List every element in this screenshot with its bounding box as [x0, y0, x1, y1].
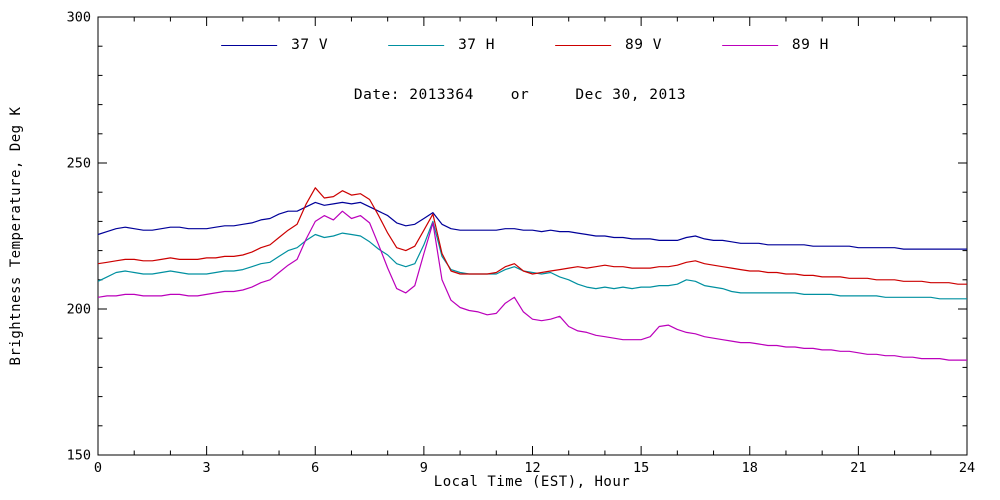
y-tick-label: 300 — [67, 10, 91, 26]
series-line-37-h — [97, 220, 967, 300]
legend: 37 V 37 H 89 V 89 H — [221, 37, 829, 53]
y-tick-label: 150 — [67, 448, 91, 464]
series-line-37-v — [97, 201, 967, 250]
legend-line-swatch — [555, 44, 611, 46]
legend-item-37-h: 37 H — [388, 37, 495, 53]
plot-frame — [97, 16, 968, 456]
legend-line-swatch — [721, 44, 778, 46]
legend-label: 89 H — [791, 37, 829, 53]
legend-item-89-v: 89 V — [555, 37, 662, 53]
legend-label: 89 V — [625, 37, 662, 53]
legend-item-89-h: 89 H — [721, 37, 829, 53]
legend-line-swatch — [388, 44, 445, 46]
y-tick-label: 200 — [67, 302, 91, 318]
x-tick-label: 15 — [633, 460, 649, 476]
x-tick-label: 0 — [94, 460, 102, 476]
chart-title: Date: 2013364 or Dec 30, 2013 — [353, 87, 687, 103]
y-tick-label: 250 — [67, 156, 91, 172]
x-tick-label: 9 — [420, 460, 428, 476]
x-axis-label: Local Time (EST), Hour — [433, 474, 631, 490]
series-line-89-h — [97, 210, 967, 361]
x-tick-label: 21 — [850, 460, 866, 476]
x-tick-label: 24 — [959, 460, 975, 476]
y-axis-label: Brightness Temperature, Deg K — [8, 106, 24, 366]
legend-item-37-v: 37 V — [221, 37, 328, 53]
legend-label: 37 H — [458, 37, 495, 53]
x-tick-label: 3 — [203, 460, 211, 476]
legend-line-swatch — [221, 44, 278, 46]
series-line-89-v — [97, 187, 967, 285]
x-tick-label: 6 — [311, 460, 319, 476]
x-tick-label: 18 — [742, 460, 758, 476]
legend-label: 37 V — [291, 37, 329, 53]
x-tick-label: 12 — [524, 460, 540, 476]
